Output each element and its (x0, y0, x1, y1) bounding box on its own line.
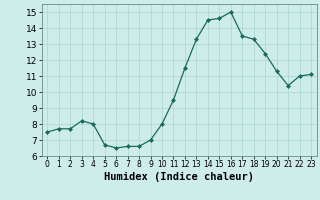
X-axis label: Humidex (Indice chaleur): Humidex (Indice chaleur) (104, 172, 254, 182)
